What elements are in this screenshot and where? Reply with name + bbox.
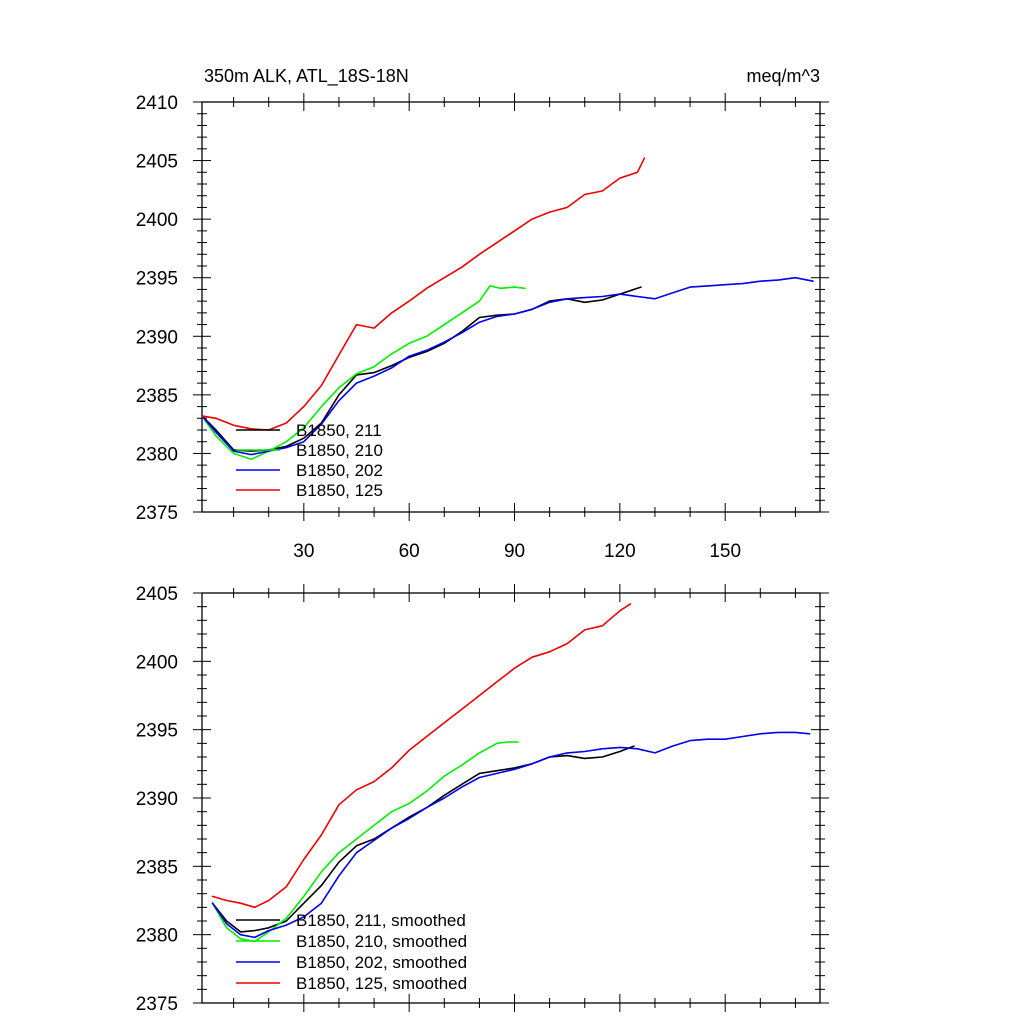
y-tick-label: 2400 [136, 652, 178, 673]
series-line-0-0 [201, 286, 642, 452]
y-tick-label: 2405 [136, 584, 178, 605]
series-line-0-1 [201, 285, 526, 461]
panel1-units: meq/m^3 [747, 66, 820, 86]
plot-frame-0 [201, 101, 821, 513]
y-tick-label: 2375 [136, 994, 178, 1015]
bottom-panel: 2375 2380 2385 2390 2395 2400 2405 B1850, 211, … [136, 584, 829, 1015]
x-tick-label: 150 [709, 541, 741, 562]
series-line-1-0 [211, 745, 635, 933]
series-line-1-1 [211, 741, 519, 943]
legend-label-1-2: B1850, 202, smoothed [296, 953, 467, 972]
x-tick-label: 30 [293, 541, 314, 562]
x-tick-label: 60 [399, 541, 420, 562]
top-panel: 30 60 90 120 150 2375 2380 2385 2390 2395 2400 2405… [136, 93, 829, 562]
y-tick-label: 2385 [136, 386, 178, 407]
y-tick-label: 2400 [136, 210, 178, 231]
y-tick-label: 2395 [136, 721, 178, 742]
y-tick-label: 2380 [136, 444, 178, 465]
legend-label-0-1: B1850, 210 [296, 441, 383, 460]
panel1-title: 350m ALK, ATL_18S-18N [204, 66, 409, 87]
series-line-1-2 [211, 731, 811, 939]
legend-label-0-3: B1850, 125 [296, 481, 383, 500]
series-line-0-2 [201, 276, 814, 456]
y-tick-label: 2405 [136, 152, 178, 173]
y-tick-label: 2410 [136, 93, 178, 114]
plot-frame-1 [201, 592, 821, 1004]
y-tick-label: 2390 [136, 327, 178, 348]
y-tick-label: 2395 [136, 269, 178, 290]
series-line-1-3 [211, 603, 632, 909]
legend-label-1-0: B1850, 211, smoothed [296, 911, 466, 930]
series-line-0-3 [201, 157, 646, 431]
y-tick-label: 2390 [136, 789, 178, 810]
y-tick-label: 2375 [136, 503, 178, 524]
x-tick-label: 120 [604, 541, 636, 562]
legend-label-0-0: B1850, 211 [296, 421, 382, 440]
y-tick-label: 2385 [136, 857, 178, 878]
legend-label-1-3: B1850, 125, smoothed [296, 974, 467, 993]
legend-label-0-2: B1850, 202 [296, 461, 383, 480]
x-tick-label: 90 [504, 541, 525, 562]
y-tick-label: 2380 [136, 926, 178, 947]
legend-label-1-1: B1850, 210, smoothed [296, 932, 467, 951]
